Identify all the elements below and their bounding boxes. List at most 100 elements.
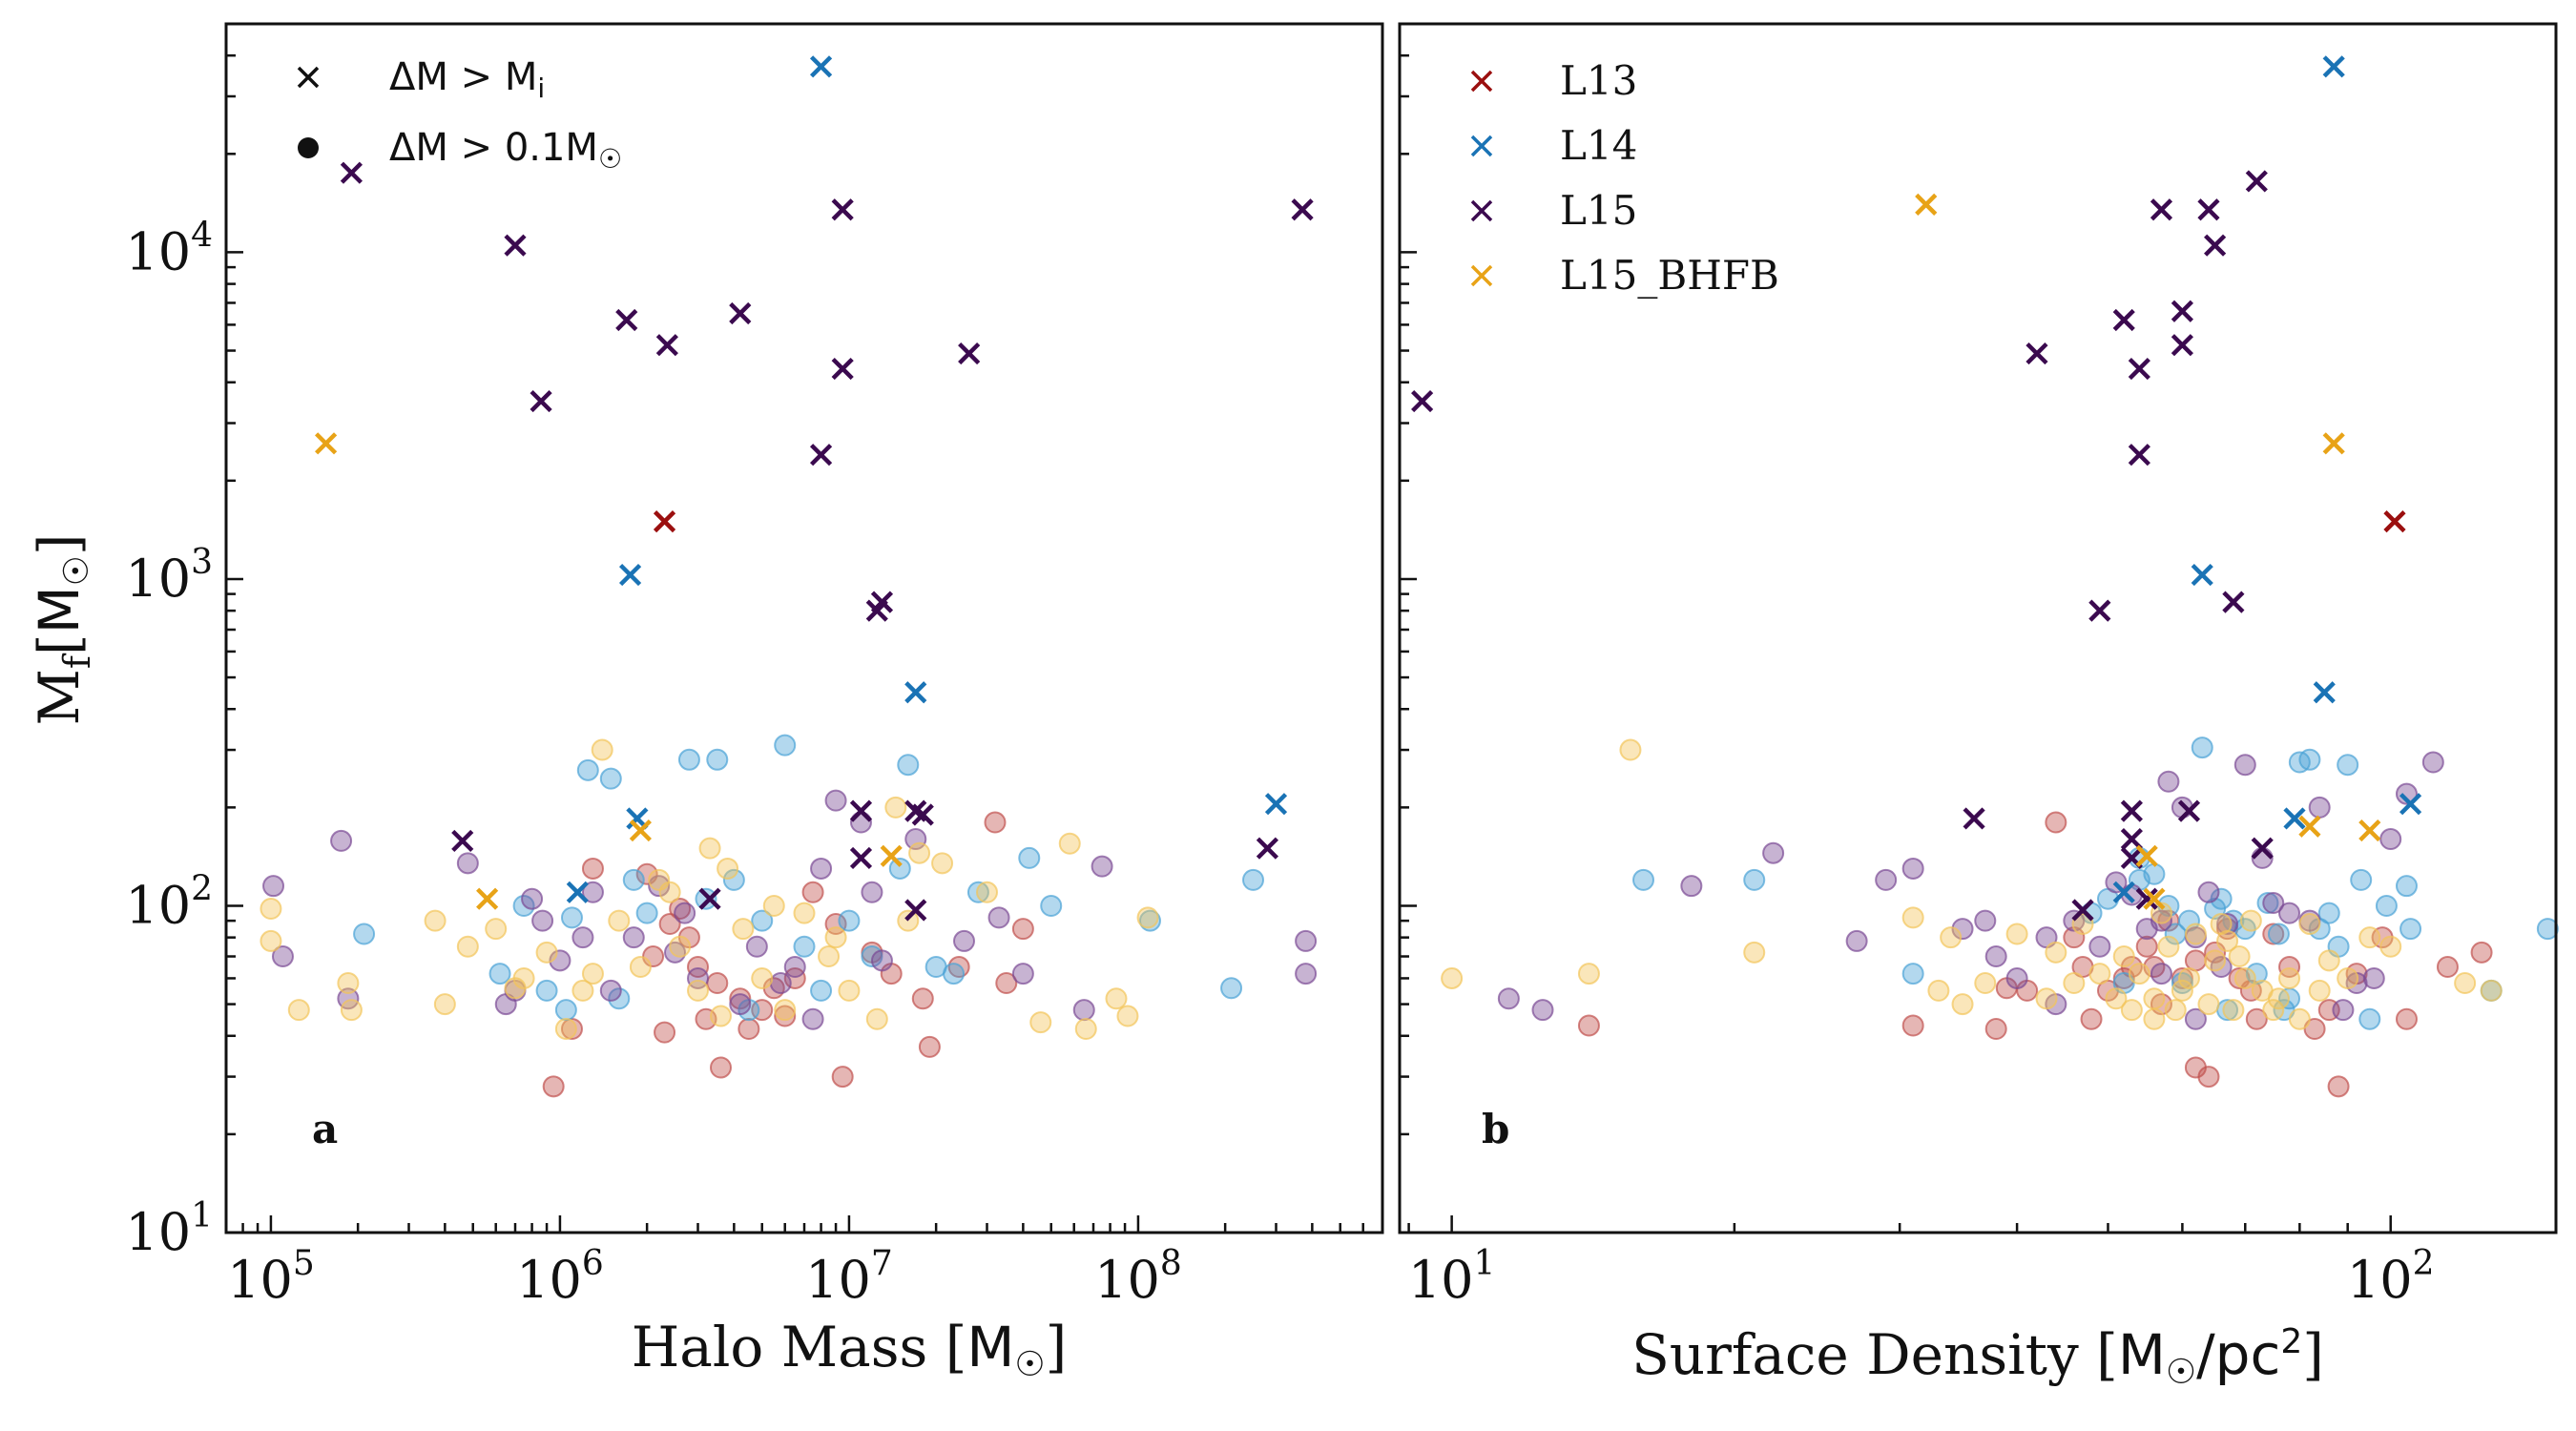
point-l15-circle bbox=[2216, 912, 2239, 935]
point-l15-circle bbox=[1845, 929, 1868, 952]
point-l15-circle bbox=[2150, 963, 2172, 985]
point-l15_bhfb-circle bbox=[2184, 923, 2207, 945]
point-l15-cross bbox=[340, 161, 363, 184]
point-l15_bhfb-circle bbox=[2120, 999, 2143, 1022]
point-l13-circle bbox=[2327, 1075, 2350, 1098]
point-l15_bhfb-circle bbox=[571, 979, 594, 1002]
point-l15-circle bbox=[2157, 770, 2180, 793]
point-l15_bhfb-circle bbox=[260, 929, 282, 952]
point-l15-circle bbox=[745, 935, 768, 958]
point-l15-circle bbox=[2197, 881, 2220, 903]
point-l13-circle bbox=[1984, 1018, 2007, 1041]
point-l15-cross bbox=[831, 198, 854, 221]
point-l15_bhfb-circle bbox=[1136, 906, 1159, 929]
point-l15_bhfb-circle bbox=[1029, 1011, 1052, 1034]
point-l15-circle bbox=[456, 852, 479, 875]
point-l15-cross bbox=[2088, 599, 2111, 622]
point-l13-cross bbox=[653, 510, 676, 533]
point-l15-circle bbox=[622, 926, 645, 949]
panel-b-points bbox=[1411, 55, 2559, 1098]
point-l15_bhfb-circle bbox=[2228, 945, 2251, 968]
point-l15-circle bbox=[2421, 751, 2444, 774]
point-l14-circle bbox=[1220, 977, 1243, 1000]
legend-circle-marker bbox=[298, 137, 319, 158]
point-l15-circle bbox=[2308, 796, 2331, 819]
point-l15-circle bbox=[1295, 929, 1318, 952]
point-l14-circle bbox=[2337, 754, 2359, 777]
point-l15_bhfb-circle bbox=[2278, 966, 2301, 989]
point-l15_bhfb-circle bbox=[2262, 999, 2285, 1022]
point-l14-cross bbox=[2283, 807, 2306, 830]
point-l15-circle bbox=[1072, 999, 1095, 1022]
legend-x-marker bbox=[297, 66, 320, 89]
point-l15_bhfb-circle bbox=[433, 993, 456, 1016]
legend-marker-l14 bbox=[1470, 135, 1493, 157]
point-l15_bhfb-circle bbox=[424, 909, 447, 932]
point-l15-circle bbox=[2088, 935, 2111, 958]
point-l15_bhfb-circle bbox=[976, 881, 999, 903]
point-l15_bhfb-circle bbox=[1074, 1018, 1097, 1041]
point-l15_bhfb-circle bbox=[2177, 966, 2200, 989]
x-tick-label: 108 bbox=[1094, 1244, 1182, 1310]
point-l15_bhfb-circle bbox=[865, 1007, 888, 1030]
point-l13-circle bbox=[2470, 941, 2493, 964]
point-l15_bhfb-circle bbox=[2298, 912, 2321, 935]
point-l15-cross bbox=[2120, 799, 2143, 822]
point-l15-cross bbox=[530, 389, 552, 413]
point-l15_bhfb-circle bbox=[2197, 993, 2220, 1016]
point-l15-cross bbox=[2177, 799, 2201, 822]
point-l15_bhfb-cross bbox=[1915, 193, 1938, 216]
point-l14-circle bbox=[576, 758, 599, 781]
point-l14-circle bbox=[2358, 1007, 2381, 1030]
x-tick-label: 105 bbox=[227, 1244, 315, 1310]
point-l15_bhfb-circle bbox=[2105, 987, 2128, 1010]
panel-b-legend: L13 L14 L15 L15_BHFB bbox=[1470, 57, 1779, 299]
point-l15-circle bbox=[2210, 956, 2233, 979]
point-l15-circle bbox=[549, 949, 571, 972]
legend-entry-delta-01msun: ΔM > 0.1M☉ bbox=[389, 126, 622, 175]
point-l15-circle bbox=[801, 1007, 824, 1030]
point-l13-circle bbox=[706, 972, 729, 995]
point-l15-cross bbox=[2150, 198, 2173, 221]
point-l14-cross bbox=[809, 55, 833, 78]
point-l15_bhfb-cross bbox=[315, 432, 338, 455]
point-l15-cross bbox=[1256, 837, 1279, 860]
point-l15_bhfb-circle bbox=[1940, 926, 1963, 949]
point-l15-cross bbox=[698, 887, 721, 910]
point-l14-circle bbox=[1632, 868, 1655, 891]
point-l15-circle bbox=[648, 875, 671, 898]
point-l13-circle bbox=[995, 972, 1018, 995]
point-l13-circle bbox=[2171, 966, 2193, 989]
point-l15_bhfb-circle bbox=[2143, 1007, 2166, 1030]
panel-b-ticks: 101 102 bbox=[1400, 22, 2435, 1310]
point-l15_bhfb-circle bbox=[1743, 941, 1766, 964]
point-l14-circle bbox=[1242, 868, 1265, 891]
point-l15_bhfb-cross bbox=[2322, 432, 2345, 455]
point-l15_bhfb-circle bbox=[908, 841, 931, 864]
point-l15_bhfb-circle bbox=[535, 941, 558, 964]
point-l15_bhfb-circle bbox=[1927, 979, 1950, 1002]
point-l14-circle bbox=[2317, 902, 2340, 924]
point-l15_bhfb-circle bbox=[2005, 923, 2028, 945]
point-l15-circle bbox=[330, 829, 353, 852]
point-l15_bhfb-circle bbox=[1577, 963, 1600, 985]
point-l15_bhfb-circle bbox=[260, 897, 282, 920]
point-l15-cross bbox=[2204, 234, 2227, 257]
point-l15_bhfb-cross bbox=[880, 844, 903, 867]
panel-b: 101 102 b Surface Density [M☉/pc2] L13 L14… bbox=[1398, 22, 2559, 1392]
point-l13-circle bbox=[1901, 1014, 1924, 1037]
point-l15-circle bbox=[1901, 857, 1924, 880]
point-l15-cross bbox=[1291, 198, 1314, 221]
point-l13-circle bbox=[2395, 1007, 2418, 1030]
point-l14-circle bbox=[1743, 868, 1766, 891]
point-l15-cross bbox=[2171, 334, 2193, 357]
point-l14-circle bbox=[2210, 887, 2233, 910]
point-l14-circle bbox=[488, 963, 511, 985]
point-l14-circle bbox=[897, 754, 920, 777]
y-tick-label: 102 bbox=[125, 869, 213, 935]
point-l14-circle bbox=[353, 923, 376, 945]
point-l14-circle bbox=[706, 748, 729, 771]
point-l13-circle bbox=[2135, 935, 2158, 958]
point-l15-circle bbox=[271, 945, 294, 968]
point-l15-cross bbox=[849, 846, 873, 870]
